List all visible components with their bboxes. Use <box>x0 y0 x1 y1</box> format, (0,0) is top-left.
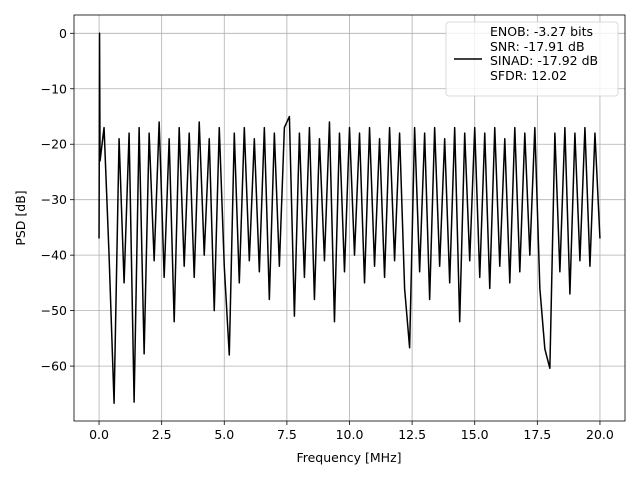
x-tick-label: 17.5 <box>523 427 551 442</box>
x-tick-label: 7.5 <box>277 427 297 442</box>
x-tick-label: 20.0 <box>586 427 614 442</box>
legend-box <box>445 21 619 97</box>
y-tick-label: −50 <box>41 303 67 318</box>
y-tick-label: −30 <box>41 192 67 207</box>
x-tick-label: 15.0 <box>461 427 489 442</box>
plot-frame <box>73 14 626 422</box>
x-tick-label: 5.0 <box>214 427 234 442</box>
x-axis-label: Frequency [MHz] <box>296 450 401 465</box>
y-tick-label: −40 <box>41 248 67 263</box>
x-tick-label: 2.5 <box>152 427 172 442</box>
psd-line <box>98 32 601 404</box>
y-axis-label: PSD [dB] <box>13 190 28 245</box>
y-tick-label: −60 <box>41 359 67 374</box>
y-tick-label: −10 <box>41 81 67 96</box>
legend-label: ENOB: -3.27 bits SNR: -17.91 dB SINAD: -… <box>490 24 599 83</box>
x-tick-label: 0.0 <box>89 427 109 442</box>
x-tick-label: 10.0 <box>336 427 364 442</box>
y-tick-label: −20 <box>41 137 67 152</box>
y-tick-label: 0 <box>59 26 67 41</box>
x-tick-label: 12.5 <box>398 427 426 442</box>
